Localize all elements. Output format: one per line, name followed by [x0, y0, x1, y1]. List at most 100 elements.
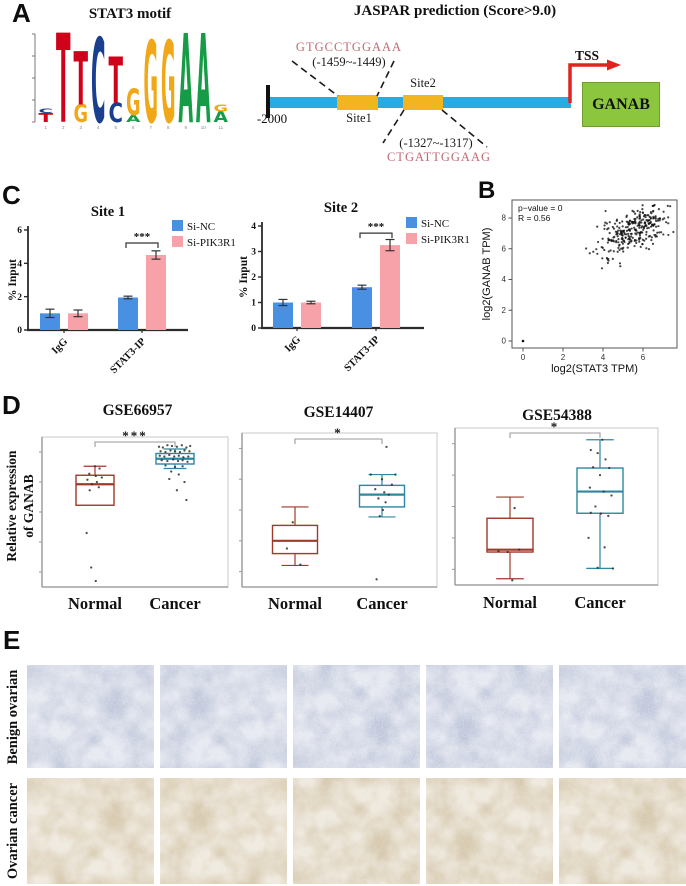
box-group-cancer	[358, 445, 406, 581]
site2-box	[403, 95, 443, 110]
x-category-label: Normal	[68, 594, 122, 613]
x-category-label: Normal	[268, 594, 322, 613]
tissue-texture	[160, 665, 287, 768]
significance-bracket	[125, 242, 159, 248]
significance-stars: *	[551, 420, 560, 434]
tissue-texture	[160, 778, 287, 884]
legend-swatch-Si-NC	[406, 217, 417, 228]
ihc-image-cancer-1	[27, 778, 154, 884]
significance-bracket	[94, 441, 176, 447]
tissue-texture	[426, 778, 553, 884]
logo-letter-G: G	[144, 26, 159, 144]
panel-e-label: E	[3, 625, 21, 655]
logo-position-number: 6	[132, 125, 135, 130]
annotation-r: R = 0.56	[518, 213, 551, 223]
logo-letter-C: C	[91, 26, 106, 144]
jaspar-title: JASPAR prediction (Score>9.0)	[353, 3, 557, 19]
x-tick-label: 2	[561, 353, 566, 362]
logo-position-number: 2	[62, 125, 65, 130]
tissue-texture	[293, 665, 420, 768]
plot-frame	[241, 432, 438, 588]
bar-Si-PIK3R1-IgG	[301, 302, 321, 328]
tss-label: TSS	[574, 48, 600, 63]
diagram-lines	[266, 59, 621, 148]
y-axis-label: % Input	[238, 256, 250, 298]
legend-label: Si-PIK3R1	[421, 234, 470, 246]
panel-a-label: A	[12, 0, 31, 28]
site1-box	[337, 95, 378, 110]
tss-arrow-line	[568, 63, 607, 103]
logo-letter-G: G	[161, 26, 176, 144]
significance-stars: ***	[134, 231, 151, 243]
gse14407-title: GSE14407	[303, 404, 374, 421]
box-group-cancer	[155, 444, 195, 502]
significance-bracket	[509, 432, 601, 438]
ihc-image-cancer-2	[160, 778, 287, 884]
x-category-label: STAT3-IP	[342, 334, 382, 374]
logo-position-number: 7	[149, 125, 152, 130]
dashed-line-4	[441, 109, 488, 148]
promoter-start-tick	[266, 85, 270, 118]
significance-stars: ***	[368, 221, 385, 233]
bar-Si-NC-STAT3-IP	[352, 287, 372, 328]
d-y-axis-label-line1: Relative expression	[4, 450, 19, 562]
outlier-point	[521, 339, 525, 343]
tissue-texture	[293, 778, 420, 884]
x-category-label: Cancer	[574, 593, 625, 612]
ihc-image-cancer-4	[426, 778, 553, 884]
tissue-texture	[559, 778, 686, 884]
panel-b-label: B	[478, 177, 496, 204]
ihc-image-benign-1	[27, 665, 154, 768]
y-tick-label: 6	[17, 226, 22, 236]
box-group-cancer	[576, 438, 624, 570]
logo-letter-T: T	[56, 26, 71, 144]
bar-Si-NC-IgG	[40, 313, 60, 330]
panel-d-label: D	[2, 390, 21, 420]
bar-Si-NC-STAT3-IP	[118, 297, 138, 330]
gse66957-title: GSE66957	[102, 402, 173, 419]
y-tick-label: 1	[251, 299, 256, 309]
box-group-normal	[75, 465, 115, 583]
logo-letter-A: A	[126, 113, 141, 124]
tissue-texture	[27, 665, 154, 768]
x-category-label: Normal	[483, 593, 537, 612]
x-tick-label: 6	[641, 353, 646, 362]
site1-range: (-1459~-1449)	[312, 55, 386, 69]
chip-bar-chart-site1: Site 1 0 2 4 6 % Input Si-NC Si-PIK3R1 IgG STAT3-…	[8, 204, 236, 376]
x-category-label: IgG	[283, 334, 303, 354]
ihc-panel: Benign ovarian Ovarian cancer	[0, 627, 686, 886]
ihc-image-benign-4	[426, 665, 553, 768]
logo-letter-G: G	[74, 100, 89, 129]
ihc-row-label-cancer: Ovarian cancer	[5, 782, 21, 880]
plot-frame	[454, 427, 659, 586]
logo-letter-A: A	[179, 26, 194, 144]
tissue-texture	[426, 665, 553, 768]
bar-Si-NC-IgG	[273, 302, 293, 328]
y-tick-label: 6	[502, 244, 507, 253]
site1-sequence: GTGCCTGGAAA	[295, 40, 403, 54]
logo-letter-T: T	[39, 112, 54, 126]
tss-arrow-head	[607, 59, 621, 71]
site2-sequence: CTGATTGGAAG	[386, 150, 492, 164]
y-tick-label: 2	[502, 306, 507, 315]
box-group-normal	[486, 496, 534, 582]
x-category-label: IgG	[50, 336, 70, 356]
y-tick-label: 4	[17, 260, 22, 270]
ihc-row-label-benign: Benign ovarian	[5, 669, 21, 764]
site2-range: (-1327~-1317)	[399, 136, 473, 150]
logo-letter-A: A	[214, 108, 229, 125]
y-tick-label: 0	[502, 337, 507, 346]
boxplot-gse14407: Normal Cancer *	[239, 425, 438, 613]
y-tick-label: 2	[17, 293, 22, 303]
correlation-scatter-plot: 0 2 4 6 0 2 4 6 8 log2(STAT3 TPM) log2(GANAB TPM) p…	[481, 199, 678, 375]
motif-title: STAT3 motif	[88, 6, 172, 22]
significance-stars: ***	[122, 428, 148, 443]
ihc-image-benign-2	[160, 665, 287, 768]
logo-position-number: 10	[201, 125, 207, 130]
bar-Si-PIK3R1-IgG	[68, 313, 88, 330]
legend-label: Si-NC	[187, 221, 215, 233]
significance-stars: *	[334, 425, 343, 440]
y-tick-label: 0	[251, 324, 256, 334]
